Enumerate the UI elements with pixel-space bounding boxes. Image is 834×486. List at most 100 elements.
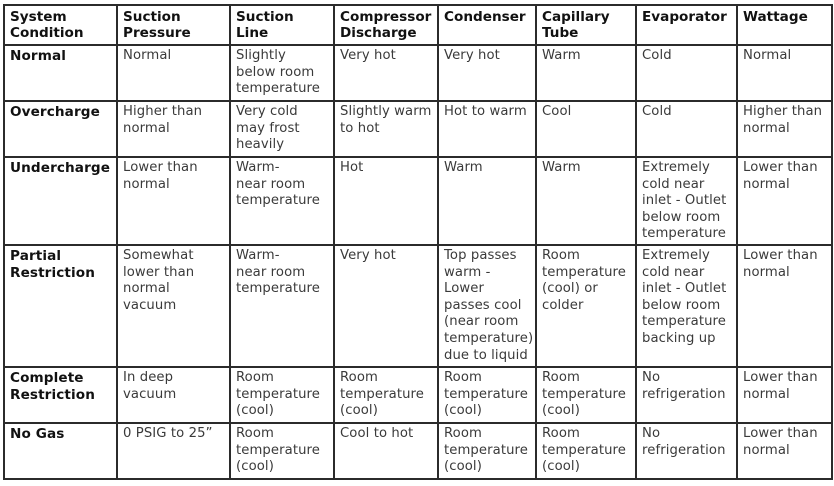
cell-value: Room temperature (cool) — [340, 370, 424, 419]
condenser-cell: Room temperature (cool) — [437, 422, 537, 480]
capillary-tube-cell: Room temperature (cool) — [535, 366, 637, 424]
suction-pressure-cell: Higher than normal — [116, 100, 231, 158]
cell-value: Room temperature (cool) — [444, 370, 528, 419]
condenser-cell: Very hot — [437, 44, 537, 102]
table-row-no-gas: No Gas 0 PSIG to 25” Room temperature (c… — [3, 422, 833, 480]
suction-line-cell: Very cold may frost heavily — [229, 100, 335, 158]
capillary-tube-cell: Room temperature (cool) or colder — [535, 244, 637, 368]
cell-value: No refrigeration — [642, 426, 726, 458]
cell-value: Warm — [542, 160, 581, 175]
cell-value: Cool to hot — [340, 426, 414, 441]
table-row-undercharge: Undercharge Lower than normal Warm- near… — [3, 156, 833, 246]
compressor-discharge-cell: Hot — [333, 156, 439, 246]
header-wattage: Wattage — [736, 4, 833, 46]
cell-value: Lower than normal — [743, 426, 818, 458]
cell-value: Very hot — [340, 48, 396, 63]
cell-value: Extremely cold near inlet - Outlet below… — [642, 160, 727, 242]
header-suction-pressure: Suction Pressure — [116, 4, 231, 46]
cell-value: Very hot — [444, 48, 500, 63]
header-suction-line: Suction Line — [229, 4, 335, 46]
header-label: Wattage — [743, 9, 808, 25]
suction-line-cell: Slightly below room temperature — [229, 44, 335, 102]
suction-pressure-cell: Normal — [116, 44, 231, 102]
capillary-tube-cell: Cool — [535, 100, 637, 158]
cell-value: Room temperature (cool) or colder — [542, 248, 626, 313]
wattage-cell: Lower than normal — [736, 366, 833, 424]
cell-value: Normal — [743, 48, 792, 63]
cell-value: 0 PSIG to 25” — [123, 426, 213, 441]
suction-pressure-cell: Lower than normal — [116, 156, 231, 246]
table-row-complete-restriction: Complete Restriction In deep vacuum Room… — [3, 366, 833, 424]
condition-cell: Partial Restriction — [3, 244, 118, 368]
condition-cell: Complete Restriction — [3, 366, 118, 424]
condenser-cell: Warm — [437, 156, 537, 246]
suction-pressure-cell: In deep vacuum — [116, 366, 231, 424]
suction-line-cell: Warm- near room temperature — [229, 244, 335, 368]
condition-label: Complete Restriction — [10, 370, 95, 403]
cell-value: Lower than normal — [743, 160, 818, 192]
capillary-tube-cell: Warm — [535, 44, 637, 102]
condenser-cell: Hot to warm — [437, 100, 537, 158]
cell-value: Slightly below room temperature — [236, 48, 320, 97]
condition-label: Overcharge — [10, 104, 100, 120]
evaporator-cell: Extremely cold near inlet - Outlet below… — [635, 156, 738, 246]
evaporator-cell: No refrigeration — [635, 422, 738, 480]
wattage-cell: Normal — [736, 44, 833, 102]
wattage-cell: Higher than normal — [736, 100, 833, 158]
header-label: Condenser — [444, 9, 526, 25]
condition-cell: Undercharge — [3, 156, 118, 246]
cell-value: Room temperature (cool) — [542, 370, 626, 419]
condition-cell: Overcharge — [3, 100, 118, 158]
cell-value: Room temperature (cool) — [542, 426, 626, 475]
evaporator-cell: Cold — [635, 44, 738, 102]
condition-cell: Normal — [3, 44, 118, 102]
header-row: System Condition Suction Pressure Suctio… — [3, 4, 833, 46]
cell-value: Extremely cold near inlet - Outlet below… — [642, 248, 727, 346]
header-label: System Condition — [10, 9, 84, 41]
cell-value: No refrigeration — [642, 370, 726, 402]
cell-value: Higher than normal — [743, 104, 823, 136]
evaporator-cell: Extremely cold near inlet - Outlet below… — [635, 244, 738, 368]
header-label: Capillary Tube — [542, 9, 610, 41]
suction-line-cell: Room temperature (cool) — [229, 366, 335, 424]
cell-value: Cold — [642, 104, 672, 119]
wattage-cell: Lower than normal — [736, 244, 833, 368]
cell-value: Very hot — [340, 248, 396, 263]
header-label: Suction Pressure — [123, 9, 191, 41]
cell-value: Top passes warm - Lower passes cool (nea… — [444, 248, 534, 363]
cell-value: Room temperature (cool) — [444, 426, 528, 475]
cell-value: Hot — [340, 160, 364, 175]
header-condenser: Condenser — [437, 4, 537, 46]
evaporator-cell: No refrigeration — [635, 366, 738, 424]
header-system-condition: System Condition — [3, 4, 118, 46]
cell-value: Lower than normal — [123, 160, 198, 192]
suction-line-cell: Room temperature (cool) — [229, 422, 335, 480]
cell-value: Somewhat lower than normal vacuum — [123, 248, 195, 313]
cell-value: Warm- near room temperature — [236, 160, 320, 209]
header-compressor-discharge: Compressor Discharge — [333, 4, 439, 46]
table-row-normal: Normal Normal Slightly below room temper… — [3, 44, 833, 102]
wattage-cell: Lower than normal — [736, 156, 833, 246]
condition-label: No Gas — [10, 426, 65, 442]
compressor-discharge-cell: Very hot — [333, 44, 439, 102]
suction-pressure-cell: 0 PSIG to 25” — [116, 422, 231, 480]
cell-value: Hot to warm — [444, 104, 527, 119]
table-row-overcharge: Overcharge Higher than normal Very cold … — [3, 100, 833, 158]
cell-value: Normal — [123, 48, 172, 63]
header-label: Suction Line — [236, 9, 294, 41]
cell-value: Slightly warm to hot — [340, 104, 432, 136]
condenser-cell: Room temperature (cool) — [437, 366, 537, 424]
cell-value: Cool — [542, 104, 572, 119]
compressor-discharge-cell: Room temperature (cool) — [333, 366, 439, 424]
header-label: Compressor Discharge — [340, 9, 432, 41]
compressor-discharge-cell: Slightly warm to hot — [333, 100, 439, 158]
condition-cell: No Gas — [3, 422, 118, 480]
capillary-tube-cell: Warm — [535, 156, 637, 246]
suction-pressure-cell: Somewhat lower than normal vacuum — [116, 244, 231, 368]
wattage-cell: Lower than normal — [736, 422, 833, 480]
cell-value: Lower than normal — [743, 370, 818, 402]
cell-value: Room temperature (cool) — [236, 426, 320, 475]
cell-value: Very cold may frost heavily — [236, 104, 300, 153]
cell-value: In deep vacuum — [123, 370, 177, 402]
compressor-discharge-cell: Very hot — [333, 244, 439, 368]
